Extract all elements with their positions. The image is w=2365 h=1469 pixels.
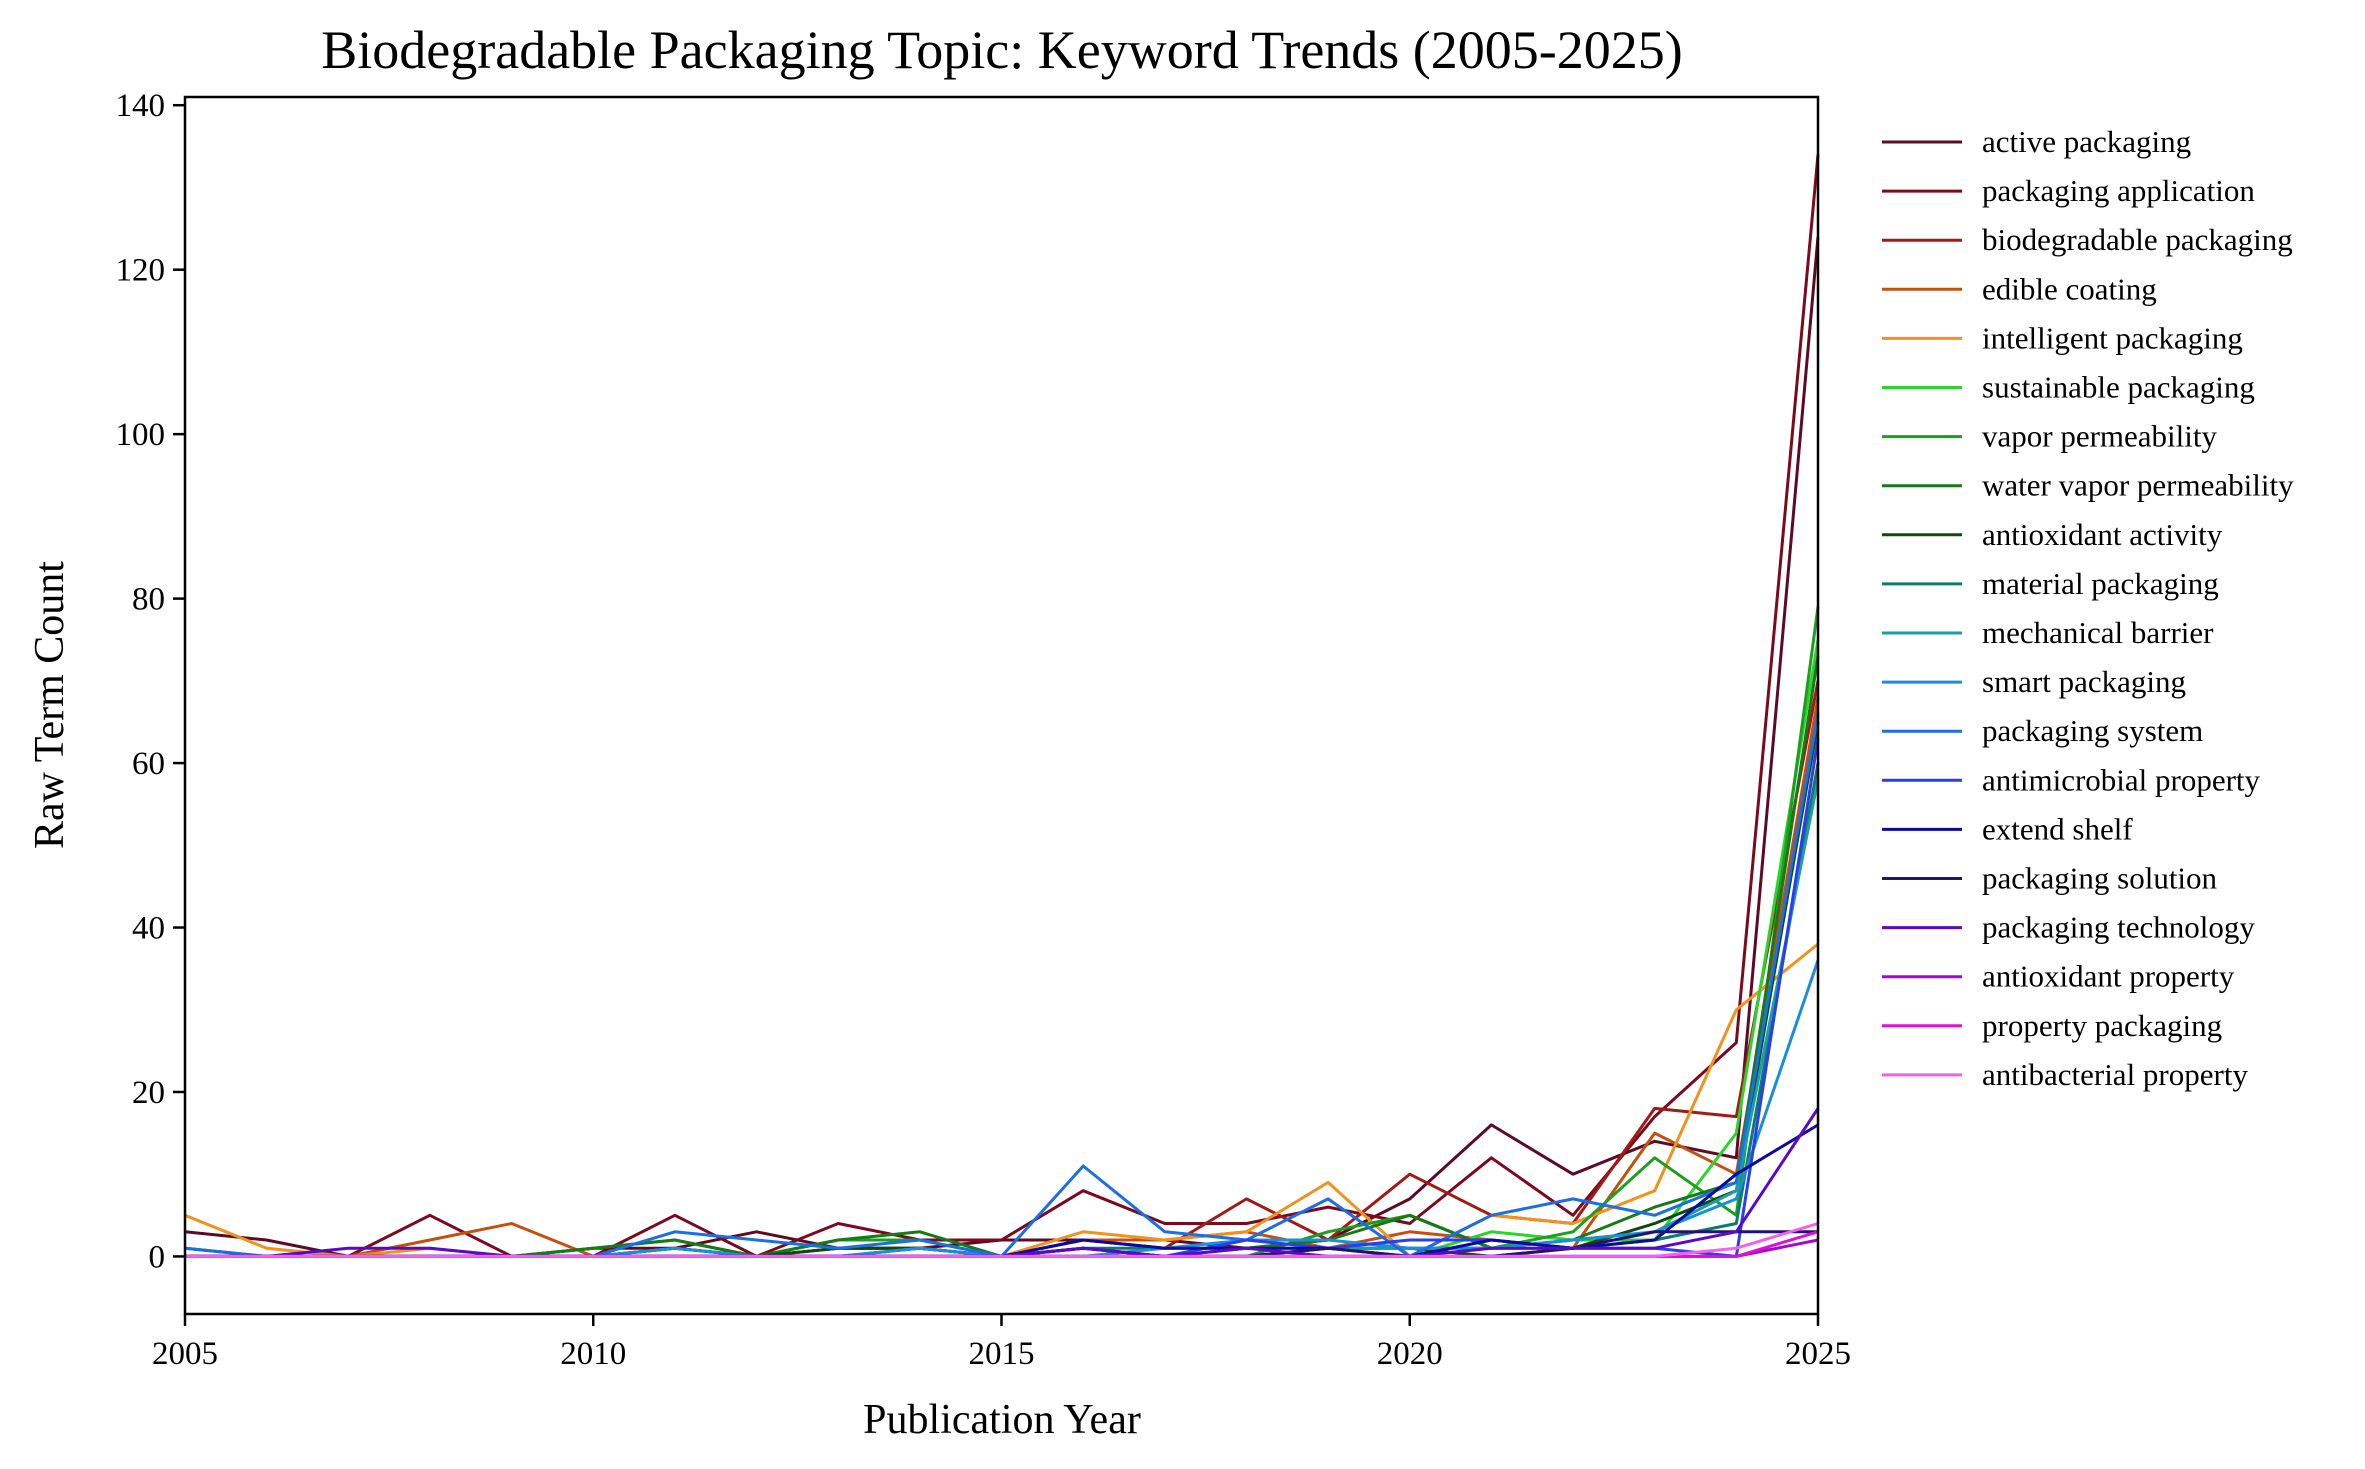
series-line-18 (185, 1230, 1819, 1258)
series-line-13 (185, 738, 1820, 1258)
legend-label-19: antibacterial property (1982, 1057, 2248, 1092)
y-tick-label: 40 (132, 911, 165, 947)
series-line-11 (184, 959, 1820, 1258)
series-line-15 (185, 1230, 1818, 1258)
legend-label-1: packaging application (1982, 173, 2255, 208)
series-line-4 (184, 942, 1819, 1258)
x-axis: 2005 2010 2015 2020 2025 (152, 1314, 1851, 1372)
y-tick-label: 100 (116, 417, 166, 453)
series-line-0 (184, 236, 1820, 1258)
legend-label-17: antioxidant property (1982, 959, 2235, 994)
series-line-8 (185, 721, 1820, 1258)
chart-title: Biodegradable Packaging Topic: Keyword T… (321, 20, 1683, 80)
legend-label-13: antimicrobial property (1982, 762, 2261, 797)
legend-label-0: active packaging (1982, 124, 2191, 159)
legend-label-4: intelligent packaging (1982, 320, 2243, 355)
x-tick-label: 2025 (1785, 1336, 1851, 1372)
plot-lines (184, 154, 1820, 1258)
y-tick-label: 140 (116, 88, 166, 124)
legend-label-9: material packaging (1982, 566, 2219, 601)
y-tick-label: 60 (132, 746, 165, 782)
x-tick-label: 2015 (969, 1336, 1035, 1372)
legend-label-3: edible coating (1982, 271, 2157, 306)
x-axis-label: Publication Year (863, 1397, 1141, 1443)
series-line-5 (185, 639, 1820, 1258)
legend-label-7: water vapor permeability (1982, 468, 2294, 503)
series-line-6 (185, 606, 1820, 1258)
series-line-1 (185, 154, 1820, 1258)
legend-label-5: sustainable packaging (1982, 370, 2255, 405)
legend-label-12: packaging system (1982, 713, 2203, 748)
legend-label-18: property packaging (1982, 1008, 2222, 1043)
y-tick-label: 120 (116, 253, 166, 289)
series-line-10 (185, 779, 1820, 1258)
series-line-2 (185, 680, 1820, 1258)
legend-label-15: packaging solution (1982, 861, 2218, 896)
y-axis: 0 20 40 60 80 100 120 140 (116, 88, 185, 1275)
series-line-9 (185, 762, 1820, 1258)
legend-label-6: vapor permeability (1982, 419, 2217, 454)
legend-label-8: antioxidant activity (1982, 517, 2223, 552)
x-tick-label: 2010 (560, 1336, 626, 1372)
legend-label-11: smart packaging (1982, 664, 2186, 699)
series-line-14 (185, 1123, 1819, 1258)
legend-label-2: biodegradable packaging (1982, 222, 2293, 257)
plot-frame (183, 95, 1820, 1316)
y-tick-label: 80 (132, 582, 165, 618)
series-line-19 (185, 1222, 1819, 1258)
series-line-7 (185, 655, 1820, 1258)
y-axis-label: Raw Term Count (27, 561, 73, 849)
x-tick-label: 2020 (1377, 1336, 1443, 1372)
legend-label-10: mechanical barrier (1982, 615, 2214, 650)
x-tick-label: 2005 (152, 1336, 218, 1372)
legend-label-16: packaging technology (1982, 910, 2255, 945)
y-tick-label: 0 (149, 1239, 166, 1275)
legend-label-14: extend shelf (1982, 811, 2133, 846)
legend: active packaging packaging application bio… (1882, 124, 2294, 1092)
series-line-16 (185, 1107, 1820, 1258)
y-tick-label: 20 (132, 1075, 165, 1111)
